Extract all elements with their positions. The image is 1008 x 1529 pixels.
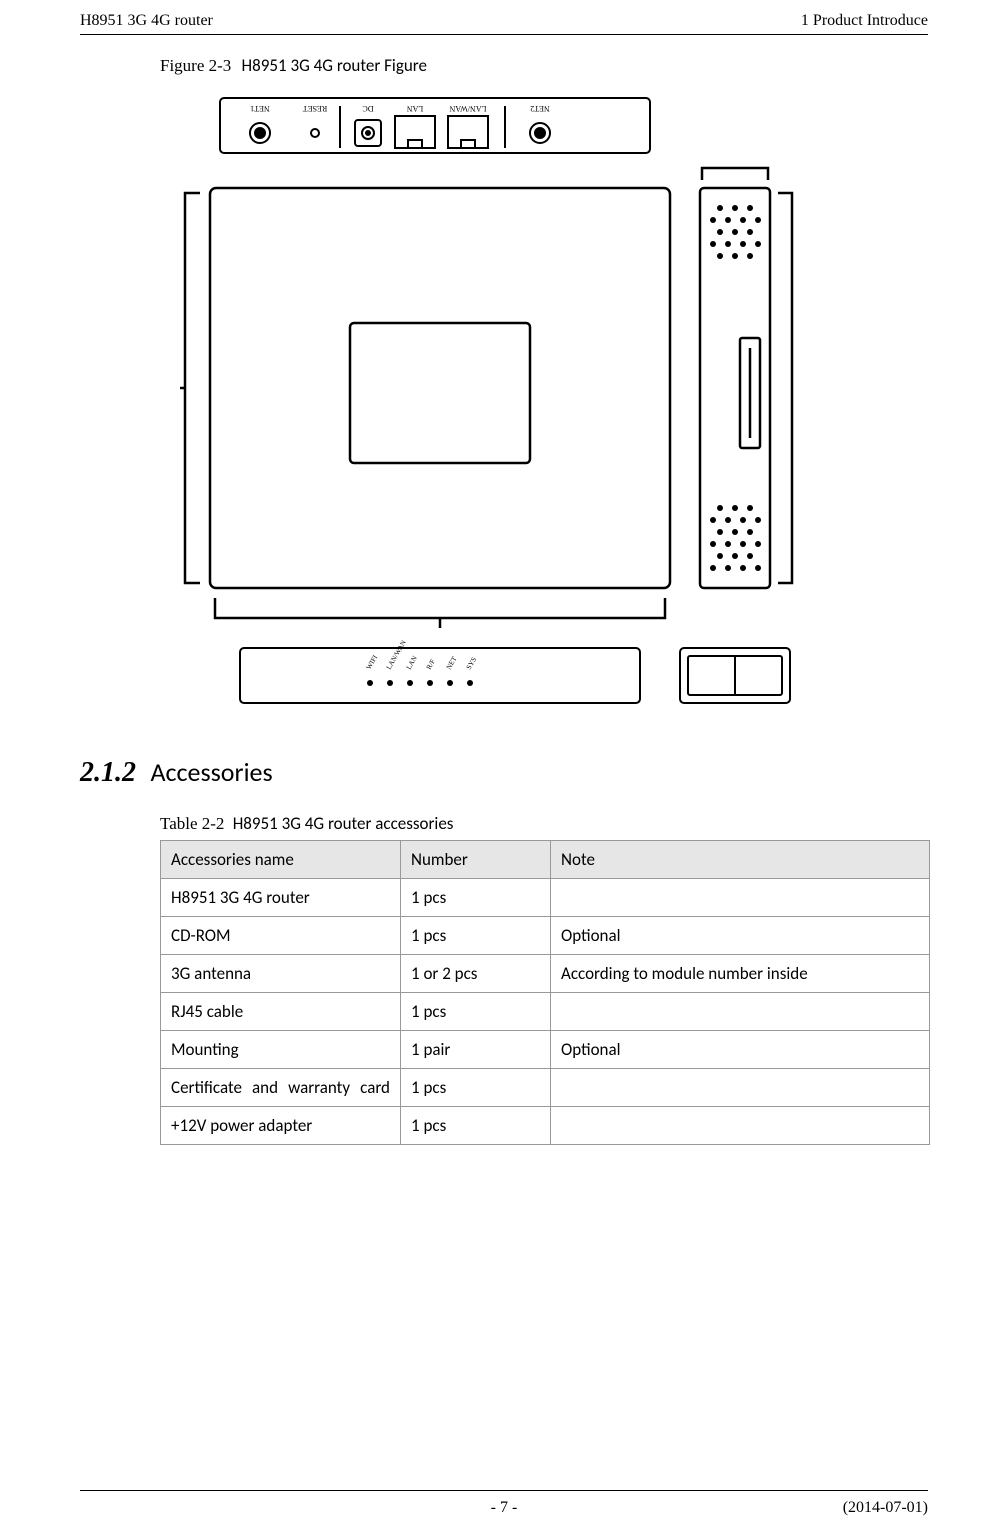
table-cell: CD-ROM xyxy=(161,917,401,955)
svg-text:WIFI: WIFI xyxy=(365,653,380,671)
table-cell: 1 pcs xyxy=(401,1107,551,1145)
svg-text:R/F: R/F xyxy=(425,658,437,671)
table-cell: 3G antenna xyxy=(161,955,401,993)
table-row: Certificate and warranty card 1 pcs xyxy=(161,1069,930,1107)
table-row: Mounting 1 pair Optional xyxy=(161,1031,930,1069)
svg-text:LAN: LAN xyxy=(407,104,424,113)
header-right: 1 Product Introduce xyxy=(801,12,928,30)
table-caption: Table 2-2 H8951 3G 4G router accessories xyxy=(160,813,928,834)
table-title: H8951 3G 4G router accessories xyxy=(233,813,454,834)
table-cell: 1 pcs xyxy=(401,879,551,917)
table-cell: According to module number inside xyxy=(551,955,930,993)
svg-text:NET2: NET2 xyxy=(530,104,550,113)
table-cell: Optional xyxy=(551,917,930,955)
table-cell: +12V power adapter xyxy=(161,1107,401,1145)
section-title: Accessories xyxy=(151,756,273,788)
svg-text:NET1: NET1 xyxy=(250,104,270,113)
table-row: RJ45 cable 1 pcs xyxy=(161,993,930,1031)
page-footer: - 7 - (2014-07-01) xyxy=(80,1490,928,1517)
table-header-row: Accessories name Number Note xyxy=(161,841,930,879)
table-cell: 1 pcs xyxy=(401,1069,551,1107)
svg-text:RESET: RESET xyxy=(303,104,328,113)
svg-text:DC: DC xyxy=(362,104,373,113)
section-number: 2.1.2 xyxy=(80,757,136,788)
table-row: 3G antenna 1 or 2 pcs According to modul… xyxy=(161,955,930,993)
svg-text:SYS: SYS xyxy=(465,656,478,671)
table-cell xyxy=(551,993,930,1031)
svg-text:LAN: LAN xyxy=(405,655,419,671)
table-cell: RJ45 cable xyxy=(161,993,401,1031)
table-cell: 1 or 2 pcs xyxy=(401,955,551,993)
table-cell: 1 pcs xyxy=(401,993,551,1031)
figure-caption: Figure 2-3 H8951 3G 4G router Figure xyxy=(160,55,928,76)
table-label: Table 2-2 xyxy=(160,814,224,833)
figure-label: Figure 2-3 xyxy=(160,56,231,75)
table-cell: Mounting xyxy=(161,1031,401,1069)
table-header-cell: Note xyxy=(551,841,930,879)
table-cell xyxy=(551,879,930,917)
footer-page-number: - 7 - xyxy=(491,1499,518,1517)
table-cell xyxy=(551,1069,930,1107)
table-row: H8951 3G 4G router 1 pcs xyxy=(161,879,930,917)
table-cell: H8951 3G 4G router xyxy=(161,879,401,917)
table-cell: Optional xyxy=(551,1031,930,1069)
table-header-cell: Accessories name xyxy=(161,841,401,879)
figure-image: NET1 RESET DC LAN LAN/WAN NET2 xyxy=(180,88,800,728)
table-row: CD-ROM 1 pcs Optional xyxy=(161,917,930,955)
page-header: H8951 3G 4G router 1 Product Introduce xyxy=(80,0,928,35)
figure-title: H8951 3G 4G router Figure xyxy=(242,55,427,76)
table-cell: 1 pair xyxy=(401,1031,551,1069)
table-header-cell: Number xyxy=(401,841,551,879)
svg-text:NET: NET xyxy=(445,655,459,671)
header-left: H8951 3G 4G router xyxy=(80,12,213,30)
footer-date: (2014-07-01) xyxy=(843,1499,928,1517)
accessories-table: Accessories name Number Note H8951 3G 4G… xyxy=(160,840,930,1145)
table-cell: Certificate and warranty card xyxy=(161,1069,401,1107)
table-cell: 1 pcs xyxy=(401,917,551,955)
table-cell xyxy=(551,1107,930,1145)
table-row: +12V power adapter 1 pcs xyxy=(161,1107,930,1145)
section-heading: 2.1.2 Accessories xyxy=(80,756,928,789)
svg-text:LAN/WAN: LAN/WAN xyxy=(449,104,486,113)
